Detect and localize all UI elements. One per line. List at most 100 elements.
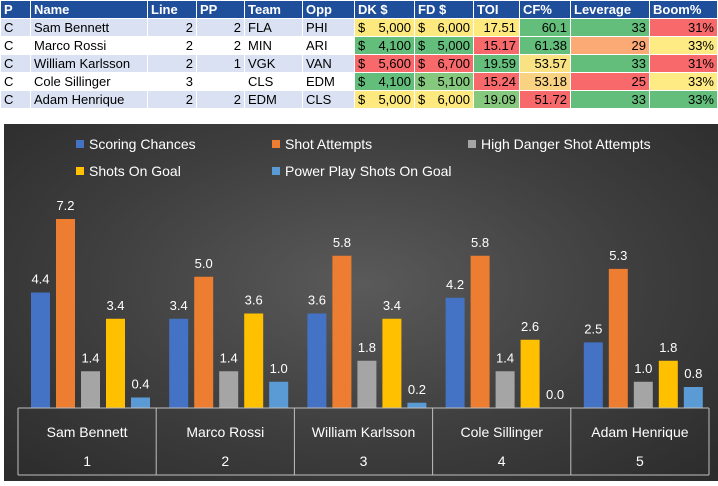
cell-cf: 61.38 [519, 36, 571, 55]
data-label: 1.0 [270, 361, 288, 376]
currency-symbol: $ [358, 20, 366, 35]
bar [658, 360, 678, 408]
x-tick-label: Cole Sillinger [460, 424, 543, 440]
data-label: 1.4 [81, 350, 99, 365]
cell-name: Cole Sillinger [30, 72, 148, 91]
currency-symbol: $ [418, 38, 426, 53]
header-cell: FD $ [414, 0, 474, 19]
cell-boom: 33% [649, 90, 718, 109]
cell-p: C [0, 72, 31, 91]
legend-swatch [76, 167, 84, 175]
cell-line: 2 [147, 54, 197, 73]
cell-leverage: 33 [570, 18, 650, 37]
cell-opp: EDM [302, 72, 355, 91]
legend-label: High Danger Shot Attempts [481, 136, 651, 152]
amount: 5,100 [437, 74, 470, 89]
cell-opp: VAN [302, 54, 355, 73]
data-label: 7.2 [56, 198, 74, 213]
bar [445, 297, 465, 408]
table-row: C Marco Rossi 2 2 MIN ARI $4,100 $5,000 15.17 61.… [0, 36, 718, 55]
legend-swatch [272, 140, 280, 148]
cell-name: Sam Bennett [30, 18, 148, 37]
x-tick-index: 1 [83, 453, 91, 469]
bar [244, 313, 264, 408]
bar [357, 360, 377, 408]
data-label: 3.6 [245, 293, 263, 308]
cell-fd: $5,000 [414, 36, 474, 55]
cell-line: 2 [147, 18, 197, 37]
amount: 6,000 [437, 92, 470, 107]
legend-label: Shots On Goal [89, 163, 181, 179]
cell-pp: 2 [196, 90, 245, 109]
currency-symbol: $ [358, 38, 366, 53]
bar [131, 397, 150, 408]
cell-p: C [0, 36, 31, 55]
data-label: 2.5 [584, 321, 602, 336]
cell-fd: $6,000 [414, 90, 474, 109]
data-label: 3.4 [106, 298, 124, 313]
amount: 5,000 [378, 92, 411, 107]
data-label: 1.8 [358, 340, 376, 355]
header-cell: P [0, 0, 31, 19]
cell-p: C [0, 18, 31, 37]
data-label: 1.4 [496, 350, 514, 365]
table-header-row: P Name Line PP Team Opp DK $ FD $ TOI CF… [0, 0, 718, 19]
currency-symbol: $ [358, 56, 366, 71]
header-cell: Name [30, 0, 148, 19]
header-cell: Leverage [570, 0, 650, 19]
cell-cf: 53.18 [519, 72, 571, 91]
cell-leverage: 25 [570, 72, 650, 91]
header-cell: TOI [473, 0, 520, 19]
cell-fd: $5,100 [414, 72, 474, 91]
currency-symbol: $ [418, 92, 426, 107]
data-label: 1.4 [220, 350, 238, 365]
cell-leverage: 33 [570, 54, 650, 73]
bar [583, 342, 603, 408]
x-tick-label: Adam Henrique [591, 424, 688, 440]
cell-dk: $5,000 [354, 90, 415, 109]
cell-toi: 19.59 [473, 54, 520, 73]
legend-label: Scoring Chances [89, 136, 196, 152]
cell-boom: 31% [649, 18, 718, 37]
data-label: 3.6 [308, 293, 326, 308]
cell-name: William Karlsson [30, 54, 148, 73]
x-tick-label: Marco Rossi [186, 424, 264, 440]
player-table: P Name Line PP Team Opp DK $ FD $ TOI CF… [0, 0, 718, 121]
bar [633, 381, 653, 408]
header-cell: Boom% [649, 0, 718, 19]
cell-team: CLS [244, 72, 303, 91]
cell-dk: $4,100 [354, 72, 415, 91]
amount: 6,000 [437, 20, 470, 35]
legend-swatch [468, 140, 476, 148]
amount: 5,000 [437, 38, 470, 53]
cell-boom: 33% [649, 72, 718, 91]
header-cell: Team [244, 0, 303, 19]
cell-p: C [0, 54, 31, 73]
data-label: 3.4 [170, 298, 188, 313]
cell-team: EDM [244, 90, 303, 109]
currency-symbol: $ [358, 92, 366, 107]
bar [495, 371, 515, 408]
cell-p: C [0, 90, 31, 109]
bar [307, 313, 327, 408]
data-label: 5.3 [609, 248, 627, 263]
header-cell: Opp [302, 0, 355, 19]
cell-line: 3 [147, 72, 197, 91]
data-label: 0.0 [546, 387, 564, 402]
x-tick-index: 3 [360, 453, 368, 469]
cell-pp: 2 [196, 36, 245, 55]
cell-opp: ARI [302, 36, 355, 55]
table-row: C Cole Sillinger 3 CLS EDM $4,100 $5,100 15.24 5… [0, 72, 718, 91]
bar [407, 402, 427, 408]
currency-symbol: $ [358, 74, 366, 89]
header-cell: CF% [519, 0, 571, 19]
cell-fd: $6,700 [414, 54, 474, 73]
data-label: 2.6 [521, 319, 539, 334]
cell-team: VGK [244, 54, 303, 73]
cell-toi: 17.51 [473, 18, 520, 37]
currency-symbol: $ [418, 74, 426, 89]
cell-team: FLA [244, 18, 303, 37]
cell-opp: PHI [302, 18, 355, 37]
currency-symbol: $ [418, 20, 426, 35]
amount: 5,000 [378, 20, 411, 35]
